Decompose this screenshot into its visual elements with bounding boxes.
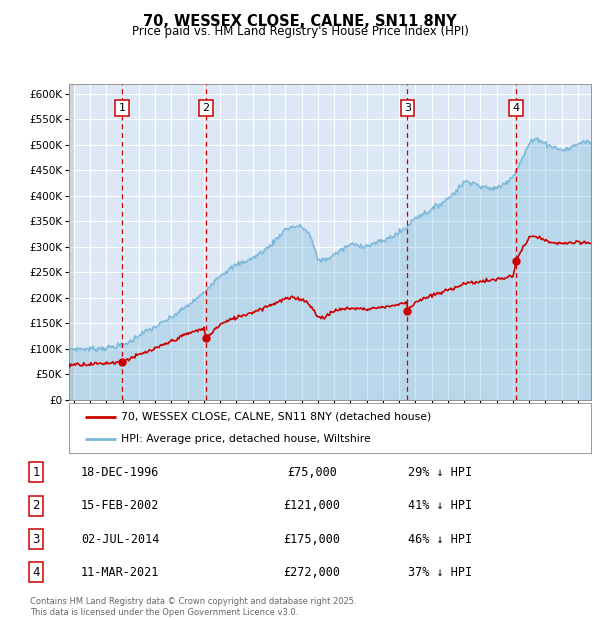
- Text: Contains HM Land Registry data © Crown copyright and database right 2025.
This d: Contains HM Land Registry data © Crown c…: [30, 598, 356, 617]
- Text: 1: 1: [32, 466, 40, 479]
- Text: 2: 2: [202, 103, 209, 113]
- Text: 3: 3: [404, 103, 411, 113]
- Text: 02-JUL-2014: 02-JUL-2014: [81, 533, 159, 546]
- Text: 15-FEB-2002: 15-FEB-2002: [81, 499, 159, 512]
- Text: HPI: Average price, detached house, Wiltshire: HPI: Average price, detached house, Wilt…: [121, 434, 371, 444]
- Text: 70, WESSEX CLOSE, CALNE, SN11 8NY (detached house): 70, WESSEX CLOSE, CALNE, SN11 8NY (detac…: [121, 412, 431, 422]
- Text: 4: 4: [512, 103, 520, 113]
- Text: Price paid vs. HM Land Registry's House Price Index (HPI): Price paid vs. HM Land Registry's House …: [131, 25, 469, 38]
- Text: 1: 1: [119, 103, 125, 113]
- Text: 29% ↓ HPI: 29% ↓ HPI: [408, 466, 472, 479]
- Text: 11-MAR-2021: 11-MAR-2021: [81, 566, 159, 579]
- Text: 4: 4: [32, 566, 40, 579]
- Text: £175,000: £175,000: [284, 533, 341, 546]
- Text: £272,000: £272,000: [284, 566, 341, 579]
- Text: 70, WESSEX CLOSE, CALNE, SN11 8NY: 70, WESSEX CLOSE, CALNE, SN11 8NY: [143, 14, 457, 29]
- Text: 3: 3: [32, 533, 40, 546]
- Text: £75,000: £75,000: [287, 466, 337, 479]
- Text: £121,000: £121,000: [284, 499, 341, 512]
- Bar: [69, 84, 74, 400]
- Text: 18-DEC-1996: 18-DEC-1996: [81, 466, 159, 479]
- Text: 2: 2: [32, 499, 40, 512]
- Text: 37% ↓ HPI: 37% ↓ HPI: [408, 566, 472, 579]
- Text: 41% ↓ HPI: 41% ↓ HPI: [408, 499, 472, 512]
- Text: 46% ↓ HPI: 46% ↓ HPI: [408, 533, 472, 546]
